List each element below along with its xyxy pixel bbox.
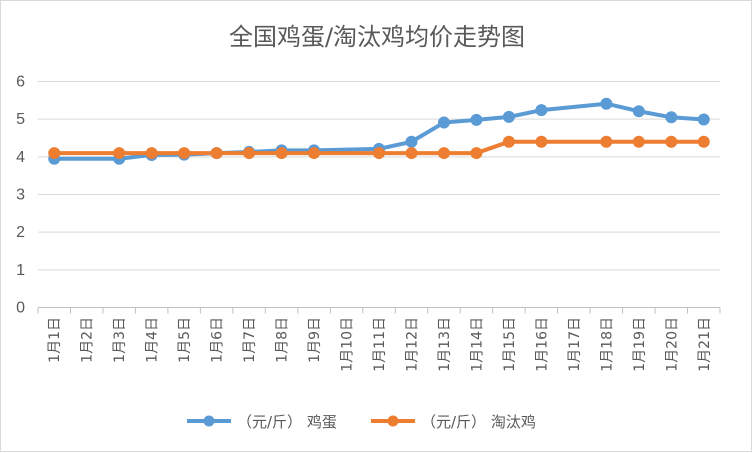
legend-item-1: （元/斤） 鸡蛋: [187, 413, 337, 431]
x-tick-label: 1月5日: [177, 317, 193, 363]
data-point: [113, 147, 126, 160]
x-tick-label: 1月21日: [697, 317, 713, 372]
x-tick-label: 1月3日: [112, 317, 128, 363]
data-point: [210, 147, 223, 160]
data-point: [373, 147, 385, 160]
x-tick-label: 1月2日: [80, 317, 96, 363]
chart-title: 全国鸡蛋/淘汰鸡均价走势图: [229, 23, 525, 51]
x-tick-label: 1月19日: [632, 317, 648, 372]
data-point: [632, 135, 645, 148]
data-point: [665, 135, 678, 148]
data-point: [145, 147, 158, 160]
legend-marker: [203, 415, 215, 427]
legend: （元/斤） 鸡蛋 （元/斤） 淘汰鸡: [187, 413, 536, 431]
data-point: [405, 135, 418, 148]
gridlines: [38, 81, 720, 271]
data-point: [502, 135, 515, 148]
data-point: [600, 135, 613, 148]
legend-label: （元/斤） 淘汰鸡: [421, 413, 536, 431]
x-tick-label: 1月20日: [664, 317, 680, 372]
y-tick-label: 0: [16, 300, 25, 317]
data-point: [275, 147, 288, 160]
x-tick-label: 1月15日: [502, 317, 518, 372]
data-point: [48, 147, 61, 160]
data-point: [600, 97, 613, 110]
data-point: [437, 116, 450, 129]
x-tick-label: 1月14日: [469, 317, 485, 372]
legend-label: （元/斤） 鸡蛋: [237, 413, 337, 431]
data-point: [308, 147, 321, 160]
data-point: [697, 113, 710, 126]
data-point: [437, 147, 450, 160]
legend-item-2: （元/斤） 淘汰鸡: [371, 413, 536, 431]
x-tick-label: 1月1日: [47, 317, 63, 363]
y-tick-label: 1: [16, 262, 25, 279]
legend-marker: [387, 415, 399, 427]
data-point: [178, 147, 191, 160]
series-2: [48, 135, 710, 160]
x-tick-label: 1月11日: [372, 317, 388, 372]
data-point: [502, 110, 515, 123]
x-tick-label: 1月12日: [404, 317, 420, 372]
series-group: [48, 97, 710, 165]
y-tick-label: 5: [16, 111, 25, 128]
x-tick-label: 1月17日: [567, 317, 583, 372]
data-point: [535, 135, 548, 148]
x-tick-label: 1月10日: [340, 317, 356, 372]
data-point: [632, 105, 645, 118]
data-point: [243, 147, 256, 160]
x-tick-label: 1月4日: [145, 317, 161, 363]
y-tick-label: 4: [16, 149, 25, 166]
data-point: [405, 147, 418, 160]
axes: 0 1 2 3 4 5 6 1月1日 1月2日 1月3日 1月4日 1月5日 1月6日 1月7日 1月8日 1…: [16, 74, 721, 372]
data-point: [470, 113, 483, 126]
y-tick-label: 6: [16, 74, 25, 91]
data-point: [470, 147, 483, 160]
x-tick-label: 1月13日: [437, 317, 453, 372]
x-tick-label: 1月8日: [275, 317, 291, 363]
y-tick-label: 3: [16, 187, 25, 204]
x-tick-label: 1月7日: [242, 317, 258, 363]
x-tick-label: 1月18日: [599, 317, 615, 372]
data-point: [697, 135, 710, 148]
y-tick-label: 2: [16, 224, 25, 241]
x-tick-label: 1月16日: [534, 317, 550, 372]
data-point: [665, 111, 678, 124]
data-point: [535, 104, 548, 117]
x-tick-label: 1月6日: [210, 317, 226, 363]
x-tick-label: 1月9日: [307, 317, 323, 363]
